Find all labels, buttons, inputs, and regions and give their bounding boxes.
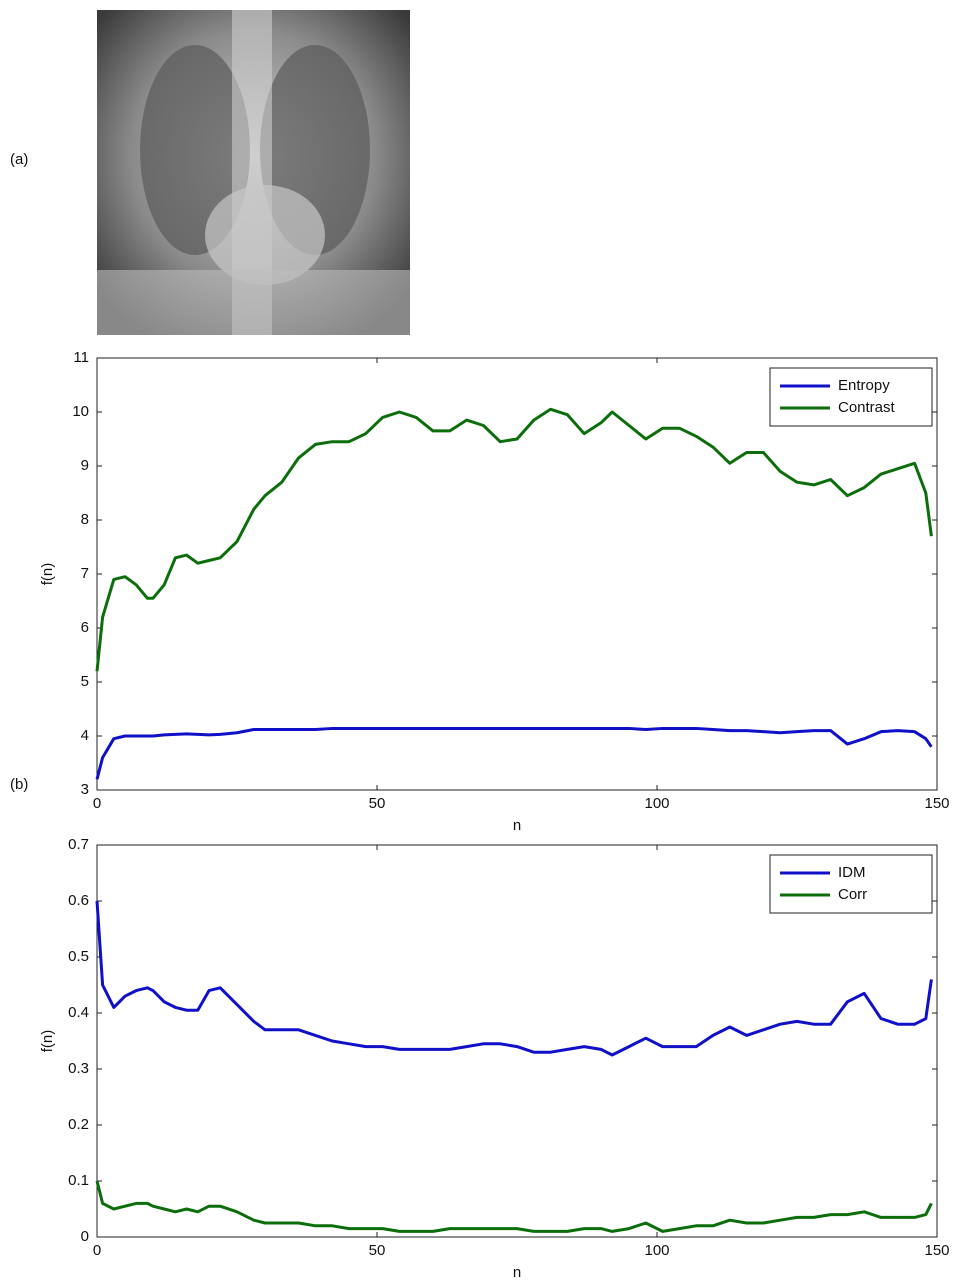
chart: 0 0.1 0.2 0.3 0.4 0.5 0.6 0.7 0 50 100 150 n f(n) IDM C… [39,836,950,1281]
data-line [95,726,933,780]
chart: 3 4 5 6 7 8 9 10 11 0 50 100 150 n f(n) Entropy Contrast [39,349,950,834]
x-tick-label: 50 [369,795,386,812]
data-line [95,407,933,672]
x-axis-label: n [513,1264,521,1281]
legend-label: Contrast [838,399,896,416]
x-tick-label: 0 [93,1242,101,1259]
x-tick-label: 0 [93,795,101,812]
legend-box [769,854,933,914]
y-tick-label: 0.6 [68,892,89,909]
x-tick-label: 100 [644,795,669,812]
legend-label: Corr [838,886,867,903]
y-tick-label: 0 [81,1228,89,1245]
y-tick-label: 0.3 [68,1060,89,1077]
y-tick-label: 8 [81,511,89,528]
xray-image [97,10,410,335]
y-tick-label: 10 [72,403,89,420]
panel-label: (a) [10,151,28,168]
y-tick-label: 6 [81,619,89,636]
y-tick-label: 0.1 [68,1172,89,1189]
y-tick-label: 9 [81,457,89,474]
y-tick-label: 11 [73,349,89,366]
x-tick-label: 150 [924,1242,949,1259]
x-tick-label: 150 [924,795,949,812]
x-tick-label: 100 [644,1242,669,1259]
legend: IDM Corr [769,854,933,914]
y-tick-label: 4 [81,727,89,744]
data-line [95,900,933,1057]
x-tick-label: 50 [369,1242,386,1259]
legend-box [769,367,933,427]
y-tick-label: 3 [81,781,89,798]
panel-label: (b) [10,776,28,793]
legend: Entropy Contrast [769,367,933,427]
y-tick-label: 0.2 [68,1116,89,1133]
y-axis-label: f(n) [39,563,56,586]
y-axis-label: f(n) [39,1030,56,1053]
y-tick-label: 7 [81,565,89,582]
y-tick-label: 0.4 [68,1004,89,1021]
legend-label: IDM [838,864,866,881]
y-tick-label: 0.5 [68,948,89,965]
y-tick-label: 5 [81,673,89,690]
x-axis-label: n [513,817,521,834]
legend-label: Entropy [838,377,890,394]
plot-frame [96,844,938,1238]
y-tick-label: 0.7 [68,836,89,853]
data-line [95,1180,933,1233]
